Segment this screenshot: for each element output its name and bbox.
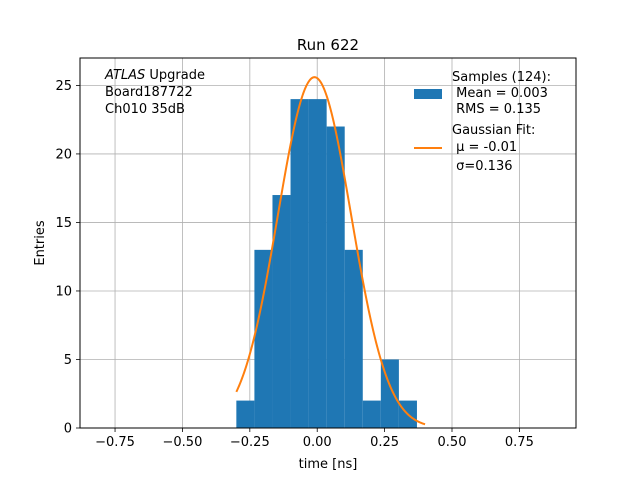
- x-tick-label-6: 0.75: [505, 435, 534, 450]
- legend-samples-title: Samples (124):: [452, 70, 551, 85]
- gaussian-fit: [235, 76, 426, 426]
- x-tick-label-0: −0.75: [95, 435, 135, 450]
- histogram-bar-5: [326, 126, 345, 428]
- grid: [80, 58, 576, 429]
- annotation-experiment: ATLAS: [104, 68, 145, 83]
- legend-fit-sigma: σ=0.136: [452, 159, 512, 174]
- x-tick-label-2: −0.25: [230, 435, 270, 450]
- y-tick-label-2: 10: [55, 284, 72, 299]
- histogram-bar-6: [344, 249, 363, 428]
- histogram-bars: [236, 99, 417, 428]
- axis-ticks: −0.75 −0.50 −0.25 0.00 0.25 0.50 0.75 0 5 10 15 20 2…: [55, 79, 533, 450]
- annotation-board: Board187722: [105, 85, 193, 100]
- annotation-experiment-suffix: Upgrade: [145, 68, 205, 83]
- histogram-bar-0: [236, 400, 255, 428]
- plot-frame: [79, 57, 577, 429]
- histogram-bar-2: [272, 195, 291, 428]
- x-tick-label-5: 0.50: [438, 435, 467, 450]
- chart-title: Run 622: [297, 36, 359, 54]
- annotation-channel: Ch010 35dB: [105, 102, 185, 117]
- legend: Samples (124): Mean = 0.003 RMS = 0.135 …: [414, 70, 551, 174]
- legend-samples-mean: Mean = 0.003: [452, 86, 548, 101]
- legend-fit-mu: μ = -0.01: [452, 140, 517, 155]
- x-tick-label-4: 0.25: [370, 435, 399, 450]
- y-tick-label-4: 20: [55, 147, 72, 162]
- histogram-bar-4: [308, 99, 327, 428]
- annotation-experiment-line: ATLAS Upgrade: [104, 68, 205, 83]
- x-tick-label-3: 0.00: [303, 435, 332, 450]
- gaussian-fit-curve: [235, 76, 426, 426]
- y-tick-label-0: 0: [64, 422, 72, 437]
- y-tick-label-5: 25: [55, 79, 72, 94]
- legend-fit-title: Gaussian Fit:: [452, 123, 535, 138]
- histogram-bar-3: [290, 99, 309, 428]
- histogram-bar-7: [362, 400, 381, 428]
- histogram-bar-1: [254, 249, 273, 428]
- y-tick-label-3: 15: [55, 216, 72, 231]
- y-tick-label-1: 5: [64, 353, 72, 368]
- y-axis-label: Entries: [33, 220, 48, 266]
- x-tick-label-1: −0.50: [163, 435, 203, 450]
- legend-samples-rms: RMS = 0.135: [452, 102, 541, 117]
- detector-annotation: ATLAS Upgrade Board187722 Ch010 35dB: [104, 68, 205, 117]
- legend-samples-patch: [414, 89, 442, 99]
- x-axis-label: time [ns]: [299, 457, 358, 472]
